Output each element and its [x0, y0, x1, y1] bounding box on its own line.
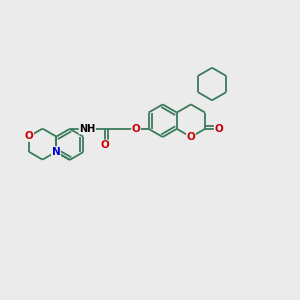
Text: O: O — [100, 140, 109, 150]
Text: O: O — [187, 132, 195, 142]
Text: N: N — [52, 147, 60, 157]
Text: O: O — [25, 131, 34, 141]
Text: O: O — [132, 124, 140, 134]
Text: O: O — [214, 124, 223, 134]
Text: NH: NH — [79, 124, 95, 134]
